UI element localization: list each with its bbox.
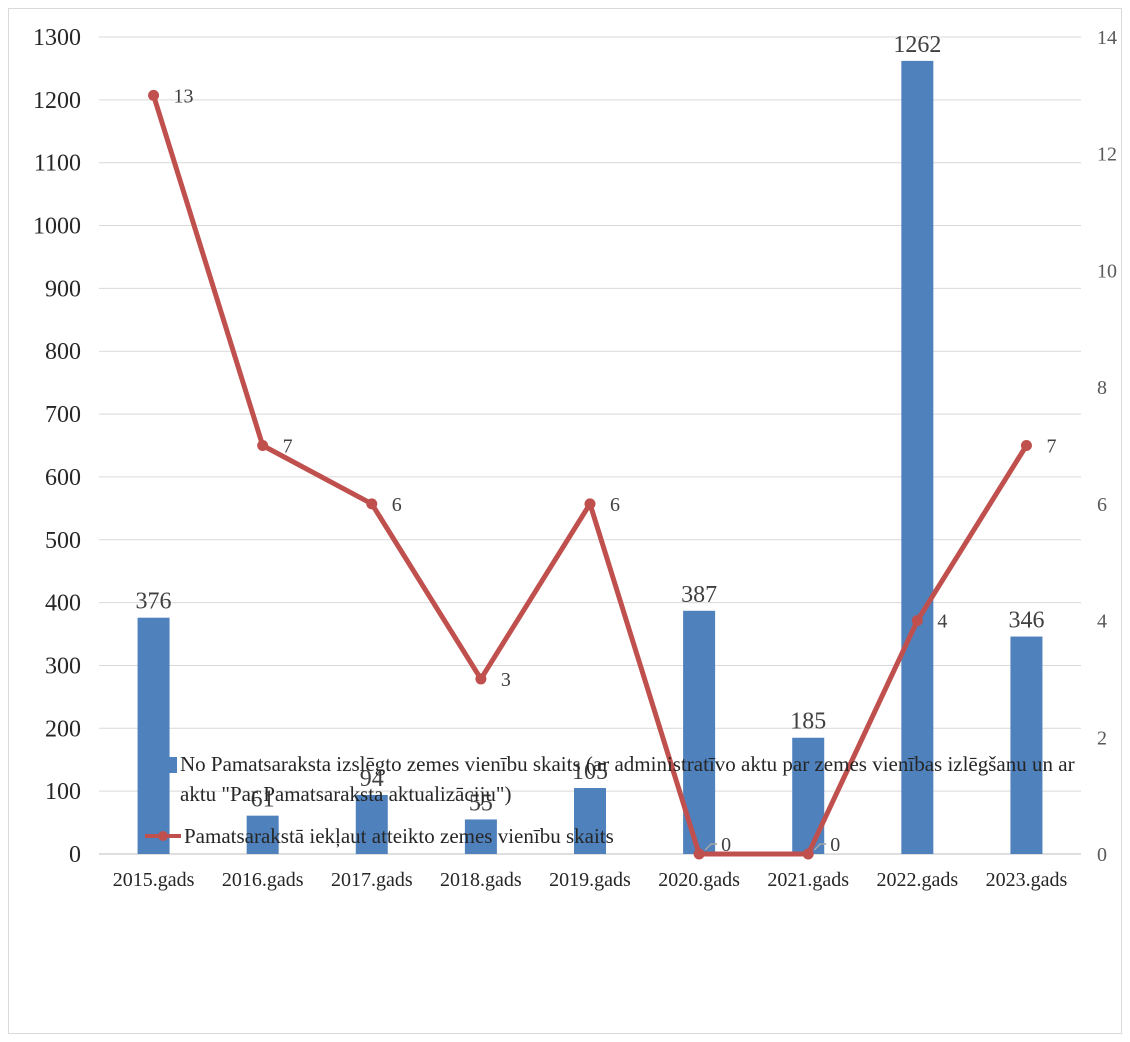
- bar: [246, 815, 279, 854]
- series-line: [151, 94, 1029, 857]
- right-tick-label: 2: [1097, 727, 1107, 749]
- right-tick-label: 6: [1097, 494, 1107, 516]
- line-point: [1020, 440, 1032, 451]
- left-tick-label: 500: [45, 528, 81, 554]
- x-tick-label: 2018.gads: [440, 869, 522, 891]
- bar-data-label: 94: [360, 766, 384, 792]
- x-tick-label: 2020.gads: [658, 869, 740, 891]
- line-point: [475, 673, 487, 685]
- line-point: [148, 89, 160, 101]
- x-tick-label: 2021.gads: [767, 869, 849, 891]
- right-tick-label: 14: [1097, 27, 1117, 49]
- line-point: [802, 848, 814, 860]
- gridlines: [99, 36, 1081, 855]
- right-axis-ticks: 0 2 4 6 8 10 12 14: [1097, 27, 1117, 866]
- line-data-label: 6: [610, 494, 620, 516]
- bar-data-label: 105: [572, 759, 608, 785]
- left-tick-label: 400: [45, 591, 81, 617]
- bar: [355, 794, 388, 854]
- bar: [1010, 636, 1043, 854]
- legend-item-bars: No Pamatsaraksta izslēgto zemes vienību …: [145, 749, 1080, 809]
- line-point: [693, 848, 705, 860]
- legend-item-line: Pamatsarakstā iekļaut atteikto zemes vie…: [145, 821, 614, 851]
- bar: [464, 819, 497, 854]
- bar: [574, 788, 606, 854]
- x-tick-label: 2016.gads: [222, 869, 304, 891]
- line-point: [584, 498, 596, 510]
- bar: [901, 60, 934, 855]
- legend-bar-swatch: [145, 757, 177, 773]
- line-point: [257, 440, 269, 451]
- chart-frame: 376 61 94 55 105 387 185 1262 346 13 7 6 3 6 0 0 4 7 0 10…: [8, 8, 1122, 1034]
- x-tick-label: 2015.gads: [113, 869, 195, 891]
- bar-data-label: 185: [790, 709, 826, 735]
- bar-data-label: 61: [251, 787, 275, 813]
- legend-line-swatch: [145, 831, 181, 841]
- right-tick-label: 0: [1097, 844, 1107, 866]
- legend-label-line: Pamatsarakstā iekļaut atteikto zemes vie…: [184, 824, 614, 848]
- line-data-label: 4: [937, 611, 947, 633]
- x-tick-label: 2017.gads: [331, 869, 413, 891]
- x-tick-label: 2019.gads: [549, 869, 631, 891]
- right-tick-label: 8: [1097, 377, 1107, 399]
- line-data-label: 13: [174, 85, 194, 107]
- left-tick-label: 300: [45, 653, 81, 679]
- bar-data-label: 387: [681, 582, 717, 608]
- line-data-label: 7: [283, 436, 293, 458]
- left-tick-label: 600: [45, 465, 81, 491]
- bar-data-label: 55: [469, 790, 493, 816]
- bar-data-label: 376: [136, 589, 172, 615]
- left-tick-label: 700: [45, 402, 81, 428]
- left-tick-label: 100: [45, 779, 81, 805]
- left-tick-label: 800: [45, 339, 81, 365]
- x-tick-label: 2023.gads: [986, 869, 1068, 891]
- left-tick-label: 1100: [34, 151, 81, 177]
- line-data-label: 6: [392, 494, 402, 516]
- line-data-label: 0: [721, 834, 731, 856]
- leader-line: [704, 843, 718, 851]
- left-tick-label: 1000: [33, 214, 81, 240]
- left-tick-label: 200: [45, 716, 81, 742]
- left-tick-label: 1300: [33, 25, 81, 51]
- line-series: [148, 89, 1032, 860]
- left-axis-ticks: 0 100 200 300 400 500 600 700 800 900 1000 1100 1200…: [33, 25, 81, 868]
- left-tick-label: 1200: [33, 88, 81, 114]
- line-data-label: 7: [1046, 436, 1056, 458]
- line-data-label: 3: [501, 669, 511, 691]
- bar-data-label: 1262: [893, 32, 941, 58]
- leader-line: [813, 843, 827, 851]
- line-point: [911, 615, 923, 627]
- right-tick-label: 12: [1097, 144, 1117, 166]
- line-data-labels: 13 7 6 3 6 0 0 4 7: [174, 85, 1057, 856]
- right-tick-label: 10: [1097, 260, 1117, 282]
- line-point: [366, 498, 378, 510]
- x-axis-ticks: 2015.gads 2016.gads 2017.gads 2018.gads 2019…: [113, 869, 1068, 891]
- bar-data-label: 346: [1008, 608, 1044, 634]
- right-tick-label: 4: [1097, 611, 1107, 633]
- legend-label-bars: No Pamatsaraksta izslēgto zemes vienību …: [180, 752, 1075, 806]
- left-tick-label: 900: [45, 276, 81, 302]
- line-data-label: 0: [830, 834, 840, 856]
- x-tick-label: 2022.gads: [876, 869, 958, 891]
- bar: [137, 617, 170, 854]
- bar-series: [137, 60, 1043, 855]
- left-tick-label: 0: [69, 842, 81, 868]
